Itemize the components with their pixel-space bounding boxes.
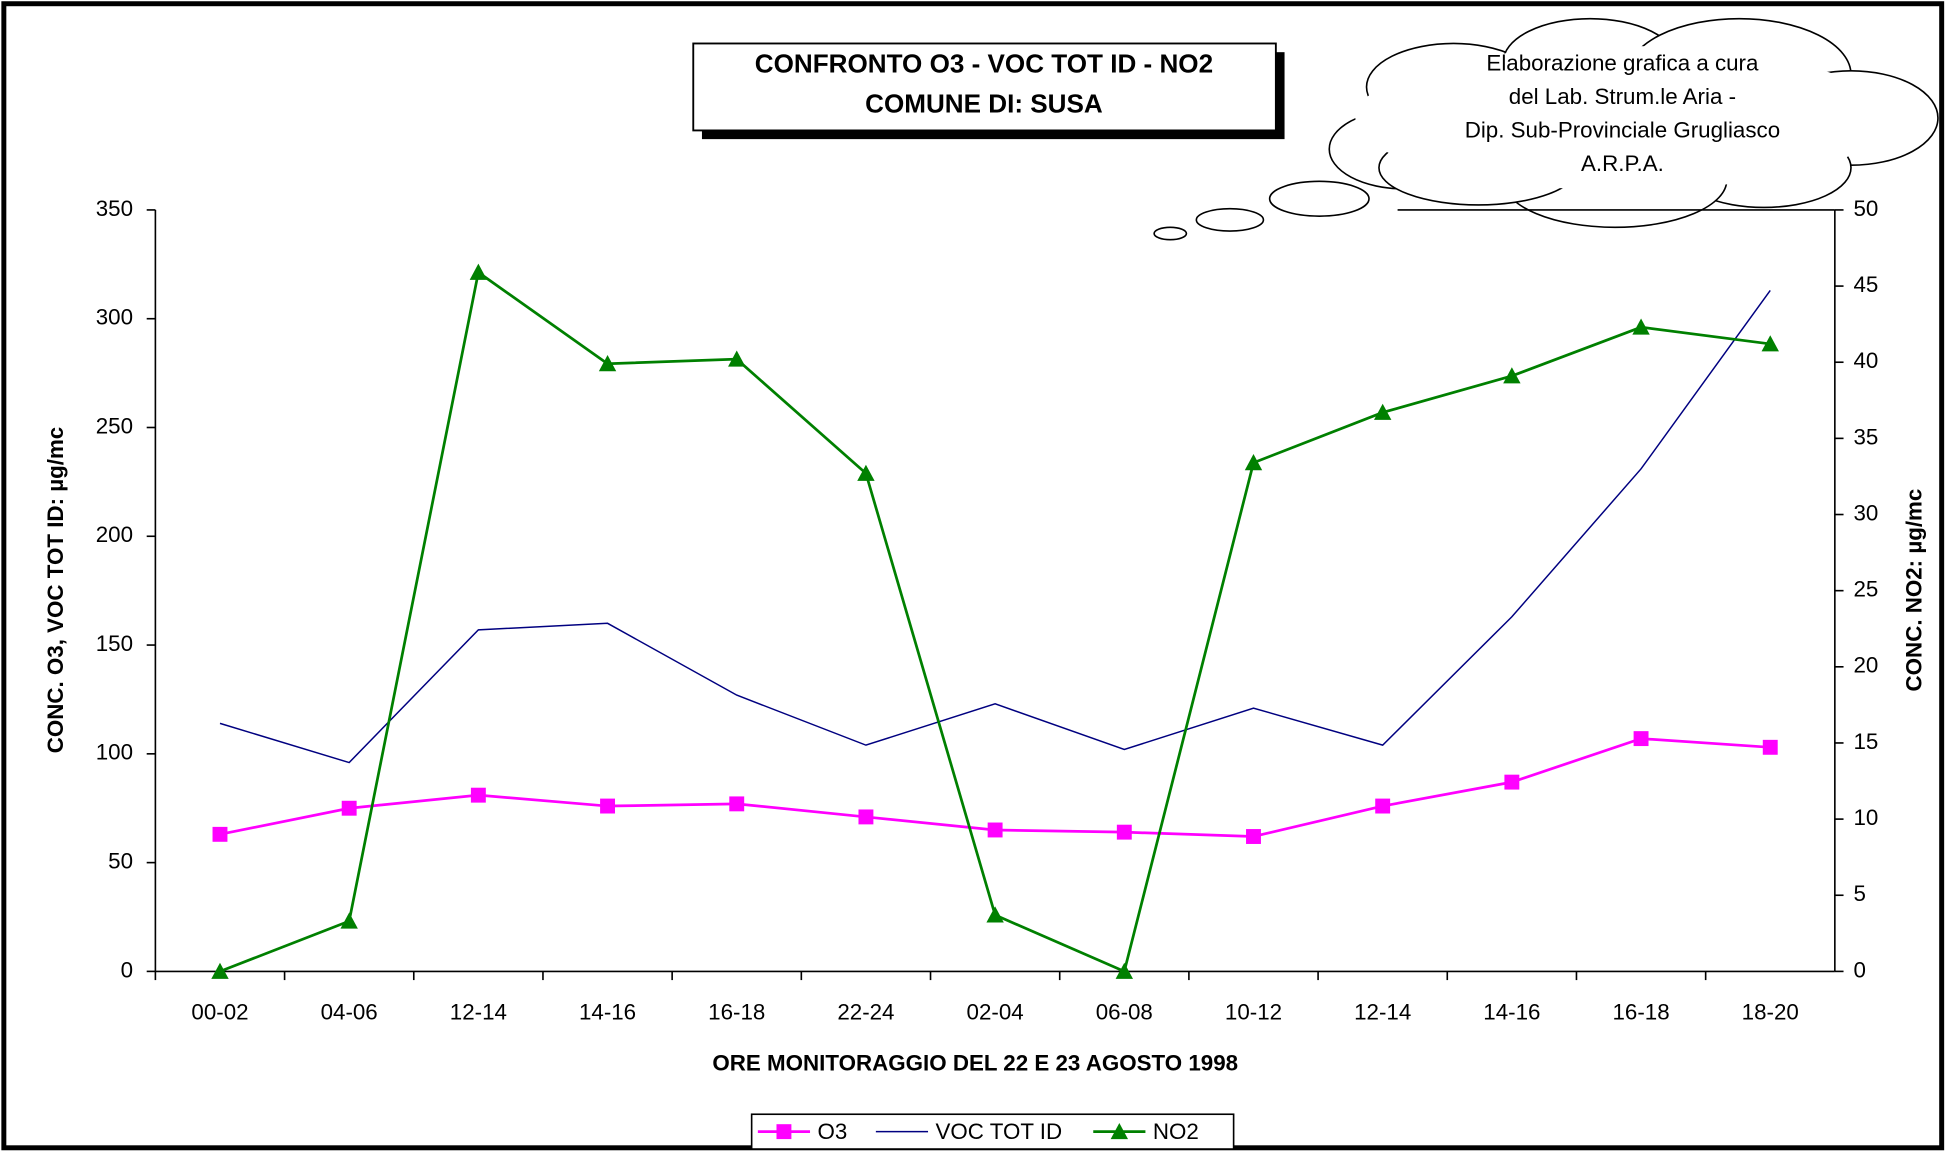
point [1761,335,1779,352]
x-tick-label: 12-14 [450,1000,507,1025]
y2-tick-label: 15 [1853,729,1878,754]
y2-axis-label: CONC. NO2: µg/mc [1901,489,1926,692]
cloud-fill [1355,45,1890,191]
point [1762,739,1778,755]
point [1503,367,1521,384]
point [729,796,745,812]
point [987,822,1003,838]
point [340,912,358,929]
point [1632,318,1650,335]
y2-tick-label: 25 [1853,577,1878,602]
x-tick-label: 12-14 [1354,1000,1411,1025]
series-line [219,289,1771,764]
x-tick-label: 16-18 [1612,1000,1669,1025]
x-tick-label: 22-24 [837,1000,894,1025]
annotation: Elaborazione grafica a cura [1486,51,1759,76]
annotation: del Lab. Strum.le Aria - [1509,84,1736,109]
point [1373,403,1392,420]
y2-tick-label: 5 [1853,881,1865,906]
y2-tick-label: 35 [1853,424,1878,449]
y-tick-label: 50 [108,849,133,874]
y-tick-label: 100 [96,740,133,765]
legend-marker [1110,1122,1129,1140]
chart-title: CONFRONTO O3 - VOC TOT ID - NO2 [755,49,1213,79]
point [1504,774,1520,790]
annotation: A.R.P.A. [1581,151,1664,176]
x-tick-label: 06-08 [1096,1000,1153,1025]
point [1115,962,1134,979]
y-axis-label: CONC. O3, VOC TOT ID: µg/mc [43,427,68,754]
x-tick-label: 00-02 [191,1000,248,1025]
x-tick-label: 18-20 [1742,1000,1799,1025]
x-axis-label: ORE MONITORAGGIO DEL 22 E 23 AGOSTO 1998 [712,1050,1238,1075]
y-tick-label: 300 [96,305,133,330]
y-tick-label: 200 [96,522,133,547]
point [986,906,1004,923]
y2-tick-label: 0 [1853,957,1865,982]
y2-tick-label: 10 [1853,805,1878,830]
y2-tick-label: 20 [1853,653,1878,678]
point [857,464,875,481]
x-tick-label: 16-18 [708,1000,765,1025]
y2-tick-label: 45 [1853,272,1878,297]
x-tick-label: 10-12 [1225,1000,1282,1025]
y-tick-label: 0 [121,957,133,982]
legend [750,1113,1235,1150]
point [728,350,746,367]
point [600,798,616,814]
legend-marker [776,1124,792,1140]
point [858,809,874,825]
point [212,826,228,842]
y2-tick-label: 50 [1853,196,1878,221]
x-tick-label: 14-16 [579,1000,636,1025]
y2-tick-label: 40 [1853,348,1878,373]
point [469,263,488,280]
y-tick-label: 150 [96,631,133,656]
point [341,800,357,816]
annotation: Dip. Sub-Provinciale Grugliasco [1465,118,1780,143]
point [1633,731,1649,747]
y-tick-label: 350 [96,196,133,221]
chart-title: COMUNE DI: SUSA [865,88,1103,118]
point [1116,824,1132,840]
point [1244,454,1263,471]
point [598,355,617,372]
title-box [692,42,1277,132]
point [470,787,486,803]
y2-tick-label: 30 [1853,500,1878,525]
point [1375,798,1391,814]
point [211,962,229,979]
x-tick-label: 04-06 [321,1000,378,1025]
y-tick-label: 250 [96,413,133,438]
point [1246,829,1261,844]
legend-label: O3 [817,1119,847,1144]
x-tick-label: 02-04 [967,1000,1024,1025]
legend-label: NO2 [1153,1119,1199,1144]
x-tick-label: 14-16 [1483,1000,1540,1025]
legend-label: VOC TOT ID [935,1119,1062,1144]
